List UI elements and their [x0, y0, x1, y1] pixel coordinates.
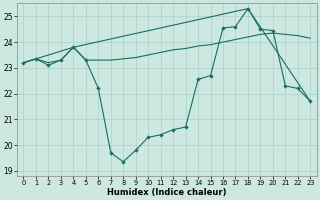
X-axis label: Humidex (Indice chaleur): Humidex (Indice chaleur)	[107, 188, 227, 197]
